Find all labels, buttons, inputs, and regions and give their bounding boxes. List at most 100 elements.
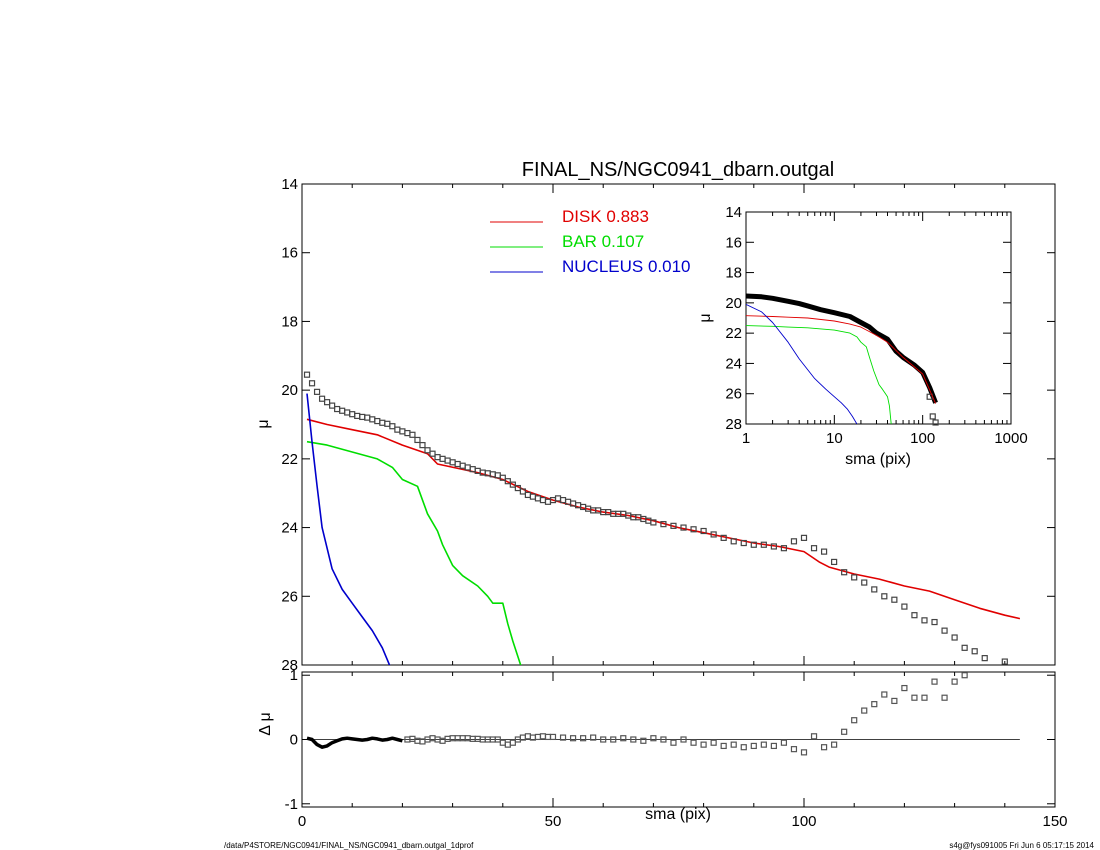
footer-timestamp: s4g@fys091005 Fri Jun 6 05:17:15 2014: [949, 841, 1094, 850]
residual-data-point: [474, 735, 481, 742]
main-data-point: [359, 413, 366, 421]
residual-data-point: [690, 739, 697, 746]
main-data-point: [800, 534, 808, 541]
inset-data-point: [929, 413, 936, 420]
inset-series: [746, 293, 939, 426]
main-data-point: [780, 545, 788, 552]
inset-plot-frame: [745, 211, 1012, 425]
inset-ytick-label: 24: [725, 355, 742, 372]
residual-data-point: [710, 739, 717, 746]
main-data-point: [931, 618, 938, 626]
residual-data-point: [569, 735, 577, 742]
main-data-point: [1001, 658, 1008, 665]
main-data-point: [529, 493, 537, 500]
residual-data-point: [630, 736, 637, 743]
main-data-point: [680, 524, 687, 531]
residual-data-point: [414, 737, 421, 744]
inset-series-bar: [746, 325, 892, 424]
main-profile-panel: μ 14 16 18 20 22 24 26 28 DISK 0.883 BAR 0.107 NU…: [255, 176, 1056, 674]
residual-data-point: [951, 678, 958, 685]
main-data-point: [911, 612, 918, 619]
main-series: [306, 393, 1021, 665]
residual-data-point: [509, 739, 516, 746]
residual-data-point: [760, 741, 767, 748]
residual-data-point: [549, 733, 557, 741]
main-data-point: [820, 548, 828, 555]
main-series-disk: [306, 418, 1021, 620]
inset-xtick-label: 100: [910, 430, 935, 447]
main-data-point: [544, 498, 552, 505]
legend-entry-bar: BAR 0.107: [562, 232, 644, 251]
main-ytick-label: 18: [281, 313, 298, 330]
main-data-point: [499, 474, 506, 481]
main-data-point: [841, 569, 848, 576]
residual-data-point: [810, 733, 818, 740]
main-data-point: [650, 519, 657, 526]
legend-entry-disk: DISK 0.883: [562, 207, 649, 226]
residual-data-point: [871, 701, 878, 708]
main-data-point: [384, 420, 391, 427]
main-data-point: [409, 431, 416, 438]
inset-xtick-label: 1: [742, 430, 750, 447]
residual-data-point: [740, 744, 747, 751]
residual-data-point: [534, 733, 542, 741]
main-series-bar: [306, 440, 522, 665]
main-data-point: [444, 457, 451, 464]
residual-data-point: [444, 735, 451, 742]
inset-ytick-label: 14: [725, 204, 742, 221]
residual-data-point: [539, 733, 547, 740]
residual-data-point: [931, 678, 938, 685]
inset-ytick-label: 26: [725, 386, 742, 403]
residual-data-point: [610, 736, 617, 743]
main-data-point: [740, 539, 747, 547]
residual-data-point: [620, 735, 627, 742]
main-plot-frame: [301, 183, 1056, 666]
main-ytick-label: 24: [281, 520, 298, 537]
residual-data-point: [494, 736, 501, 743]
main-data-point: [539, 496, 547, 504]
main-data-point: [871, 586, 878, 593]
main-data-point: [354, 412, 361, 420]
main-data-point: [324, 399, 331, 406]
residual-data-point: [961, 672, 968, 679]
residual-ytick-label: 0: [290, 732, 298, 749]
main-data-point: [399, 428, 406, 435]
residual-data-point: [499, 739, 506, 746]
residual-data-point: [670, 739, 677, 746]
main-data-point: [921, 617, 928, 624]
residual-data-point: [861, 707, 868, 714]
main-axes: 14 16 18 20 22 24 26 28: [281, 176, 1056, 674]
main-data-point: [509, 481, 516, 488]
main-data-points: [303, 371, 1008, 665]
residual-ytick-label: -1: [285, 796, 298, 813]
residual-xtick-label: 0: [298, 813, 306, 830]
residual-data-point: [590, 734, 597, 741]
main-data-point: [861, 579, 868, 586]
main-data-point: [414, 436, 421, 444]
main-data-point: [424, 447, 431, 454]
main-ytick-label: 28: [281, 657, 298, 674]
residual-data-point: [901, 684, 908, 692]
inset-data-point: [932, 419, 939, 426]
main-data-point: [710, 531, 717, 538]
main-data-point: [670, 522, 677, 529]
main-data-point: [303, 371, 311, 378]
main-data-point: [369, 416, 376, 423]
inset-log-panel: μ sma (pix) 14 16 18 20 22 24 26 281 10 100 1000: [697, 204, 1028, 468]
residual-data-point: [454, 735, 461, 742]
main-data-point: [760, 541, 767, 548]
main-data-point: [318, 395, 326, 402]
inset-y-axis-label: μ: [697, 313, 714, 322]
main-ytick-label: 22: [281, 451, 298, 468]
main-data-point: [770, 543, 777, 550]
inset-axes: 14 16 18 20 22 24 26 281 10 100 1000: [725, 204, 1027, 447]
main-data-point: [901, 603, 908, 610]
main-data-point: [308, 380, 316, 387]
main-data-point: [519, 488, 526, 495]
main-ytick-label: 20: [281, 382, 298, 399]
residual-data-point: [504, 741, 511, 748]
residual-data-point: [881, 691, 888, 698]
residual-y-axis-label: Δ μ: [257, 712, 274, 735]
main-ytick-label: 26: [281, 588, 298, 605]
main-data-point: [459, 462, 466, 469]
